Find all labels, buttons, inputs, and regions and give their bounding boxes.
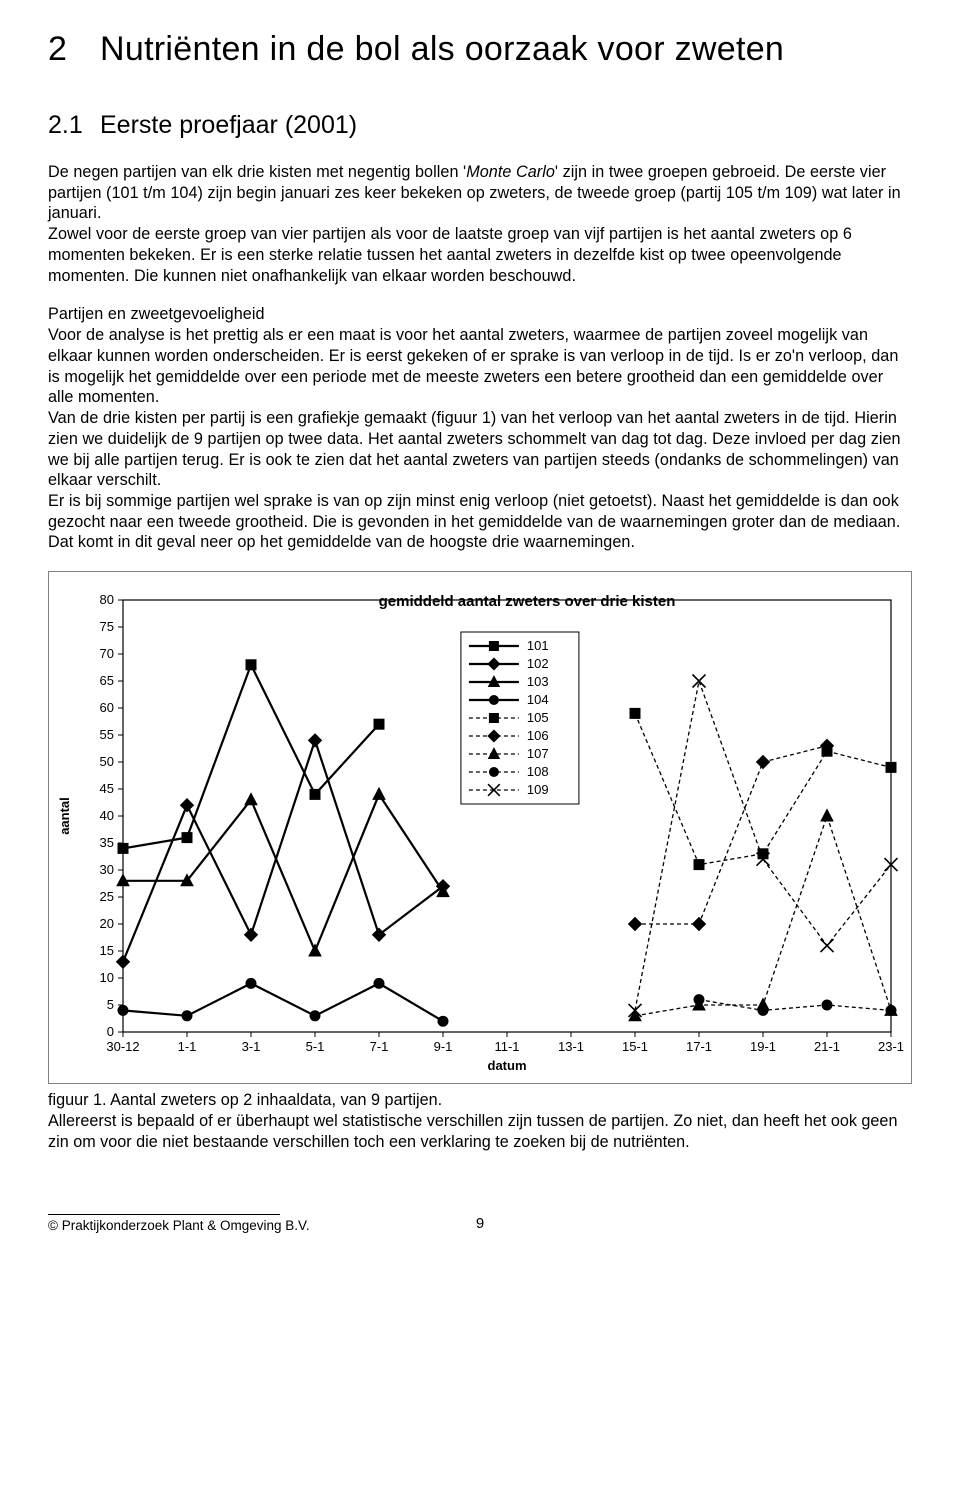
p1-part-a: De negen partijen van elk drie kisten me…: [48, 163, 466, 181]
svg-text:23-1: 23-1: [878, 1039, 904, 1054]
svg-text:30: 30: [100, 862, 114, 877]
svg-text:1-1: 1-1: [178, 1039, 197, 1054]
p1-part-c: Zowel voor de eerste groep van vier part…: [48, 225, 852, 284]
svg-text:60: 60: [100, 700, 114, 715]
svg-text:datum: datum: [488, 1058, 527, 1073]
paragraph-1: De negen partijen van elk drie kisten me…: [48, 162, 912, 286]
svg-text:15-1: 15-1: [622, 1039, 648, 1054]
svg-text:11-1: 11-1: [494, 1039, 519, 1054]
chart-container: 0 5 10 15 20 25 30 35 40 45 50 55 60 65 70 75 80 30-12 1-1…: [48, 571, 912, 1084]
svg-text:106: 106: [527, 728, 549, 743]
footer-copyright: © Praktijkonderzoek Plant & Omgeving B.V…: [48, 1218, 310, 1233]
page-footer: © Praktijkonderzoek Plant & Omgeving B.V…: [48, 1214, 912, 1233]
svg-text:55: 55: [100, 727, 114, 742]
svg-text:103: 103: [527, 674, 549, 689]
page-number: 9: [476, 1215, 484, 1232]
svg-text:0: 0: [107, 1024, 114, 1039]
svg-text:75: 75: [100, 619, 114, 634]
svg-text:40: 40: [100, 808, 114, 823]
svg-text:20: 20: [100, 916, 114, 931]
paragraph-2: Partijen en zweetgevoeligheid Voor de an…: [48, 304, 912, 553]
heading-1: 2 Nutriënten in de bol als oorzaak voor …: [48, 30, 912, 69]
svg-text:70: 70: [100, 646, 114, 661]
svg-text:65: 65: [100, 673, 114, 688]
svg-text:101: 101: [527, 638, 549, 653]
footer-rule: [48, 1214, 280, 1215]
svg-text:25: 25: [100, 889, 114, 904]
svg-text:19-1: 19-1: [750, 1039, 776, 1054]
svg-text:105: 105: [527, 710, 549, 725]
svg-text:5: 5: [107, 997, 114, 1012]
line-chart: 0 5 10 15 20 25 30 35 40 45 50 55 60 65 70 75 80 30-12 1-1…: [49, 572, 911, 1078]
svg-text:5-1: 5-1: [306, 1039, 325, 1054]
svg-text:7-1: 7-1: [370, 1039, 389, 1054]
svg-text:17-1: 17-1: [686, 1039, 712, 1054]
svg-text:10: 10: [100, 970, 114, 985]
svg-text:21-1: 21-1: [814, 1039, 840, 1054]
heading-2: 2.1 Eerste proefjaar (2001): [48, 111, 912, 140]
body-text: De negen partijen van elk drie kisten me…: [48, 162, 912, 553]
svg-text:107: 107: [527, 746, 549, 761]
heading-1-number: 2: [48, 30, 100, 69]
svg-text:15: 15: [100, 943, 114, 958]
heading-2-number: 2.1: [48, 111, 100, 140]
svg-text:aantal: aantal: [57, 797, 72, 835]
svg-text:104: 104: [527, 692, 549, 707]
svg-text:45: 45: [100, 781, 114, 796]
svg-text:30-12: 30-12: [106, 1039, 139, 1054]
svg-text:102: 102: [527, 656, 549, 671]
svg-text:108: 108: [527, 764, 549, 779]
p1-italic: Monte Carlo: [466, 163, 555, 181]
svg-text:109: 109: [527, 782, 549, 797]
svg-text:3-1: 3-1: [242, 1039, 261, 1054]
svg-text:9-1: 9-1: [434, 1039, 453, 1054]
svg-text:80: 80: [100, 592, 114, 607]
document-page: 2 Nutriënten in de bol als oorzaak voor …: [0, 0, 960, 1263]
heading-1-title: Nutriënten in de bol als oorzaak voor zw…: [100, 30, 784, 69]
svg-text:13-1: 13-1: [558, 1039, 584, 1054]
svg-text:gemiddeld aantal zweters over: gemiddeld aantal zweters over drie kiste…: [379, 593, 676, 610]
heading-2-title: Eerste proefjaar (2001): [100, 111, 357, 140]
svg-text:35: 35: [100, 835, 114, 850]
figure-caption: figuur 1. Aantal zweters op 2 inhaaldata…: [48, 1090, 912, 1152]
svg-text:50: 50: [100, 754, 114, 769]
